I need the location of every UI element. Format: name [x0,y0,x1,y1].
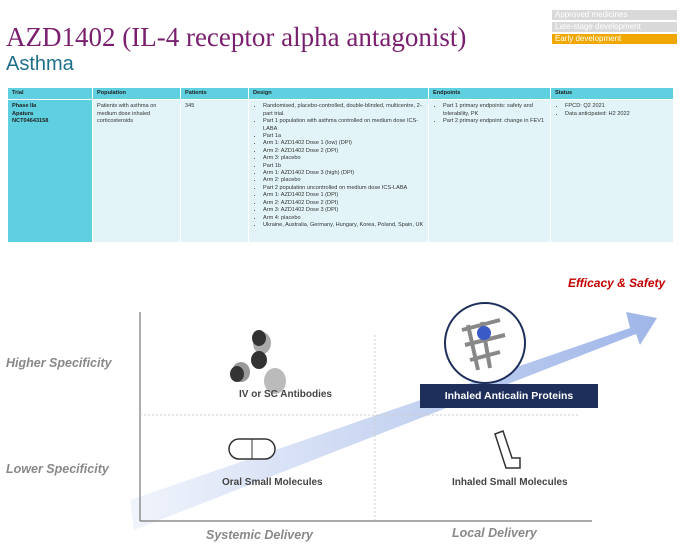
trend-arrow [130,312,657,530]
quadrant-antibodies: IV or SC Antibodies [239,389,332,400]
header-trial: Trial [8,88,92,100]
list-item: Part 2 primary endpoint: change in FEV1 [443,118,546,125]
list-item: Part 1a [263,133,424,140]
y-label-low: Lower Specificity [6,462,109,476]
list-item: Ukraine, Australia, Germany, Hungary, Ko… [263,222,424,229]
trial-phase: Phase IIa [12,103,37,110]
list-item: Arm 1: AZD1402 Dose 3 (high) (DPI) [263,170,424,177]
quadrant-inhaled-small: Inhaled Small Molecules [452,477,568,488]
cell-patients: 345 [181,100,248,243]
list-item: Part 1b [263,163,424,170]
table-header-row: Trial Population Patients Design Endpoin… [8,88,673,100]
trial-table: Trial Population Patients Design Endpoin… [7,87,674,243]
header-status: Status [551,88,673,100]
quadrant-anticalin: Inhaled Anticalin Proteins [444,390,574,402]
y-label-high: Higher Specificity [6,356,112,370]
list-item: Arm 3: placebo [263,155,424,162]
cell-population: Patients with asthma on medium dose inha… [93,100,180,243]
pill-icon [228,438,276,460]
header-population: Population [93,88,180,100]
list-item: Data anticipated: H2 2022 [565,111,669,118]
cell-endpoints: Part 1 primary endpoints: safety and tol… [429,100,550,243]
list-item: Arm 3: AZD1402 Dose 3 (DPI) [263,207,424,214]
list-item: Arm 1: AZD1402 Dose 1 (DPI) [263,192,424,199]
antibody-icon [230,330,286,394]
highlight-box [420,384,598,408]
arrow-label: Efficacy & Safety [568,276,666,290]
list-item: FPCD: Q2 2021 [565,103,669,110]
anticalin-protein-icon [444,302,526,384]
x-label-systemic: Systemic Delivery [206,528,314,542]
list-item: Arm 2: AZD1402 Dose 2 (DPI) [263,200,424,207]
legend-early: Early development [552,34,677,44]
list-item: Arm 2: AZD1402 Dose 2 (DPI) [263,148,424,155]
table-row: Phase IIa Apatura NCT04643158 Patients w… [8,100,673,243]
list-item: Part 1 primary endpoints: safety and tol… [443,103,546,118]
page-title: AZD1402 (IL-4 receptor alpha antagonist) [6,22,467,52]
cell-status: FPCD: Q2 2021Data anticipated: H2 2022 [551,100,673,243]
quadrant-oral: Oral Small Molecules [222,477,323,488]
header-design: Design [249,88,428,100]
cell-design: Randomised, placebo-controlled, double-b… [249,100,428,243]
legend-late-stage: Late-stage development [552,22,677,32]
list-item: Randomised, placebo-controlled, double-b… [263,103,424,118]
list-item: Part 1 population with asthma controlled… [263,118,424,133]
list-item: Part 2 population uncontrolled on medium… [263,185,424,192]
cell-trial: Phase IIa Apatura NCT04643158 [8,100,92,243]
inhaler-icon [494,430,521,469]
trial-name: Apatura [12,110,34,117]
list-item: Arm 4: placebo [263,215,424,222]
trial-id: NCT04643158 [12,118,49,125]
legend-approved: Approved medicines [552,10,677,20]
header-patients: Patients [181,88,248,100]
header-endpoints: Endpoints [429,88,550,100]
list-item: Arm 1: AZD1402 Dose 1 (low) (DPI) [263,140,424,147]
x-label-local: Local Delivery [452,526,537,540]
list-item: Arm 2: placebo [263,177,424,184]
page-subtitle: Asthma [6,53,74,75]
